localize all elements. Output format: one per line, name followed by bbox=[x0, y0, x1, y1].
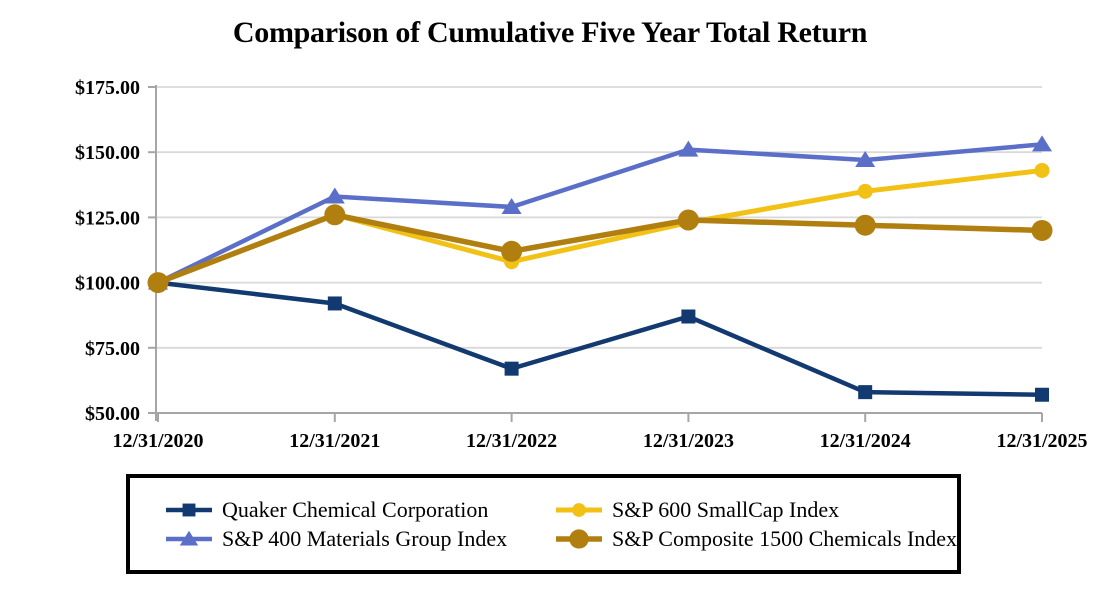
marker-quaker-5 bbox=[1035, 387, 1049, 402]
legend-marker-circle-large-icon bbox=[556, 528, 602, 549]
legend-marker-shape bbox=[569, 528, 589, 549]
legend-marker-shape bbox=[182, 503, 196, 516]
marker-quaker-1 bbox=[327, 296, 342, 311]
x-axis-label: 12/31/2022 bbox=[466, 430, 557, 452]
marker-sp400-3 bbox=[678, 140, 699, 157]
y-axis-label: $50.00 bbox=[85, 403, 140, 425]
marker-sp600-4 bbox=[857, 183, 873, 199]
x-axis-label: 12/31/2020 bbox=[112, 430, 203, 452]
legend-marker-circle-small-icon bbox=[556, 502, 602, 517]
x-axis-label: 12/31/2021 bbox=[289, 430, 380, 452]
legend-item-sp600: S&P 600 SmallCap Index bbox=[556, 497, 957, 523]
y-axis-label: $100.00 bbox=[75, 273, 140, 295]
y-axis-label: $175.00 bbox=[75, 77, 140, 99]
legend-label: S&P Composite 1500 Chemicals Index bbox=[612, 525, 958, 551]
legend-marker-square-icon bbox=[166, 503, 212, 516]
legend-label: S&P 600 SmallCap Index bbox=[612, 496, 840, 522]
y-axis-label: $125.00 bbox=[75, 207, 140, 229]
series-line-sp1500 bbox=[157, 211, 1043, 286]
x-axis-label: 12/31/2023 bbox=[643, 430, 734, 452]
marker-quaker-4 bbox=[858, 385, 873, 400]
marker-sp1500-0 bbox=[147, 272, 169, 294]
marker-quaker-2 bbox=[504, 361, 519, 376]
y-axis-label: $150.00 bbox=[75, 142, 140, 164]
legend: Quaker Chemical Corporation S&P 600 Small… bbox=[126, 474, 961, 574]
chart-title: Comparison of Cumulative Five Year Total… bbox=[232, 16, 868, 49]
series-line-sp400 bbox=[157, 142, 1043, 285]
legend-label: Quaker Chemical Corporation bbox=[222, 496, 489, 522]
marker-sp400-5 bbox=[1032, 135, 1052, 152]
legend-item-sp400: S&P 400 Materials Group Index bbox=[166, 526, 556, 552]
marker-sp1500-3 bbox=[677, 209, 699, 231]
legend-marker-triangle-icon bbox=[166, 530, 212, 545]
marker-sp1500-4 bbox=[854, 214, 876, 236]
x-axis-label: 12/31/2025 bbox=[996, 430, 1087, 452]
series-line-quaker bbox=[157, 280, 1043, 397]
legend-marker-shape bbox=[179, 530, 199, 545]
marker-sp1500-5 bbox=[1031, 219, 1053, 241]
legend-label: S&P 400 Materials Group Index bbox=[222, 525, 508, 551]
legend-item-sp1500: S&P Composite 1500 Chemicals Index bbox=[556, 526, 957, 552]
x-axis-label: 12/31/2024 bbox=[820, 430, 911, 452]
y-axis-label: $75.00 bbox=[85, 338, 140, 360]
marker-quaker-3 bbox=[681, 309, 696, 324]
marker-sp400-2 bbox=[501, 197, 522, 214]
marker-sp600-5 bbox=[1034, 162, 1050, 178]
marker-sp1500-1 bbox=[324, 204, 346, 226]
marker-sp400-1 bbox=[324, 187, 345, 204]
legend-item-quaker: Quaker Chemical Corporation bbox=[166, 497, 556, 523]
legend-marker-shape bbox=[572, 502, 586, 517]
plot-area: $175.00 $150.00 $125.00 $100.00 $75.00 $50.00… bbox=[75, 77, 1088, 452]
marker-sp1500-2 bbox=[501, 240, 523, 262]
marker-sp400-4 bbox=[855, 151, 876, 168]
